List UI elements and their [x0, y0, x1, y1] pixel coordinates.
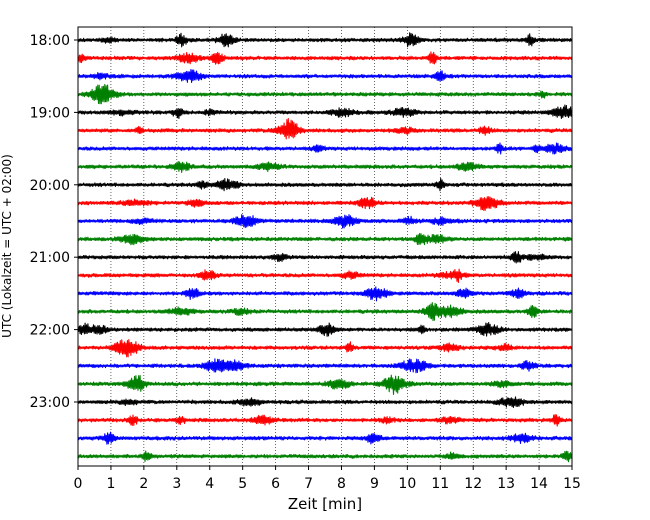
x-tick-label-8: 8	[337, 476, 346, 492]
x-tick-label-4: 4	[205, 476, 214, 492]
trace-2330	[77, 431, 573, 445]
trace-2115	[77, 268, 573, 284]
x-tick-label-5: 5	[238, 476, 247, 492]
x-tick-label-11: 11	[431, 476, 449, 492]
y-tick-label-19:00: 19:00	[30, 105, 70, 121]
y-tick-label-22:00: 22:00	[30, 323, 70, 339]
plot-frame	[77, 26, 573, 467]
y-axis-label: UTC (Lokalzeit = UTC + 02:00)	[0, 154, 14, 338]
y-tick-label-18:00: 18:00	[30, 33, 70, 49]
trace-2100	[77, 251, 573, 264]
trace-1845	[77, 83, 573, 105]
y-axis-ticks: 18:00 19:00 20:00 21:00 22:00 23:00	[30, 33, 78, 411]
x-tick-label-15: 15	[563, 476, 581, 492]
x-axis-label: Zeit [min]	[288, 495, 362, 513]
trace-2130	[77, 286, 573, 302]
x-tick-label-9: 9	[370, 476, 379, 492]
trace-2245	[77, 374, 573, 395]
trace-2230	[77, 358, 573, 374]
trace-1945	[77, 161, 573, 174]
x-tick-label-2: 2	[139, 476, 148, 492]
trace-1915	[77, 118, 573, 140]
trace-1815	[77, 51, 573, 65]
x-tick-label-14: 14	[530, 476, 548, 492]
trace-2345	[77, 450, 573, 463]
x-tick-label-12: 12	[464, 476, 482, 492]
trace-1800	[77, 32, 573, 48]
x-axis-ticks: 0 1 2 3 4 5 6 7 8 9 10 11 12 13 14 15	[74, 466, 581, 492]
y-tick-label-23:00: 23:00	[30, 395, 70, 411]
x-tick-label-13: 13	[497, 476, 515, 492]
trace-1830	[77, 69, 573, 84]
trace-2045	[77, 233, 573, 246]
y-tick-label-20:00: 20:00	[30, 178, 70, 194]
trace-2000	[77, 177, 573, 192]
trace-2200	[77, 322, 573, 337]
trace-2300	[77, 396, 573, 409]
trace-2030	[77, 214, 573, 229]
x-tick-label-0: 0	[74, 476, 83, 492]
y-tick-label-21:00: 21:00	[30, 250, 70, 266]
trace-2145	[77, 302, 573, 322]
vertical-gridlines	[110, 27, 540, 466]
trace-1930	[77, 142, 573, 155]
trace-2015	[77, 196, 573, 211]
x-tick-label-10: 10	[398, 476, 416, 492]
x-tick-label-7: 7	[304, 476, 313, 492]
x-tick-label-3: 3	[172, 476, 181, 492]
x-tick-label-6: 6	[271, 476, 280, 492]
x-tick-label-1: 1	[106, 476, 115, 492]
trace-1900	[77, 104, 573, 120]
trace-2315	[77, 414, 573, 427]
trace-2215	[77, 339, 573, 358]
seismogram-traces	[77, 32, 573, 463]
